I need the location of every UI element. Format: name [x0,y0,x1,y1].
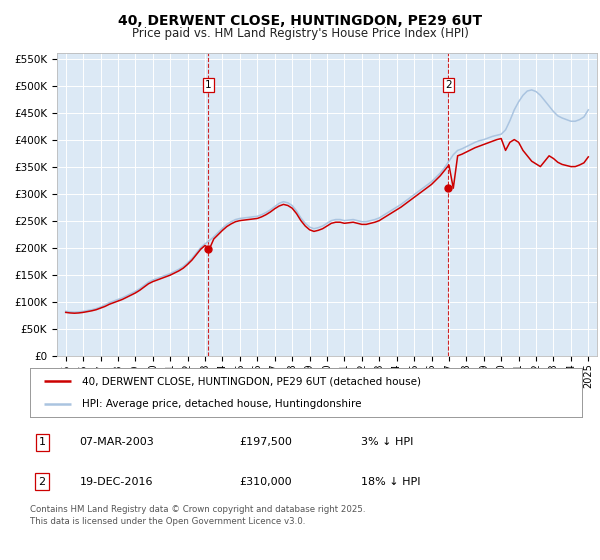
Text: 2: 2 [38,477,46,487]
Text: Contains HM Land Registry data © Crown copyright and database right 2025.
This d: Contains HM Land Registry data © Crown c… [30,505,365,526]
Text: 19-DEC-2016: 19-DEC-2016 [80,477,153,487]
Text: 1: 1 [205,80,212,90]
Text: 1: 1 [38,437,46,447]
Text: £197,500: £197,500 [240,437,293,447]
Text: 40, DERWENT CLOSE, HUNTINGDON, PE29 6UT: 40, DERWENT CLOSE, HUNTINGDON, PE29 6UT [118,14,482,28]
Text: £310,000: £310,000 [240,477,292,487]
Text: Price paid vs. HM Land Registry's House Price Index (HPI): Price paid vs. HM Land Registry's House … [131,27,469,40]
Text: 2: 2 [445,80,452,90]
Text: 18% ↓ HPI: 18% ↓ HPI [361,477,421,487]
Text: HPI: Average price, detached house, Huntingdonshire: HPI: Average price, detached house, Hunt… [82,399,362,409]
Text: 40, DERWENT CLOSE, HUNTINGDON, PE29 6UT (detached house): 40, DERWENT CLOSE, HUNTINGDON, PE29 6UT … [82,376,421,386]
Text: 07-MAR-2003: 07-MAR-2003 [80,437,154,447]
Text: 3% ↓ HPI: 3% ↓ HPI [361,437,413,447]
